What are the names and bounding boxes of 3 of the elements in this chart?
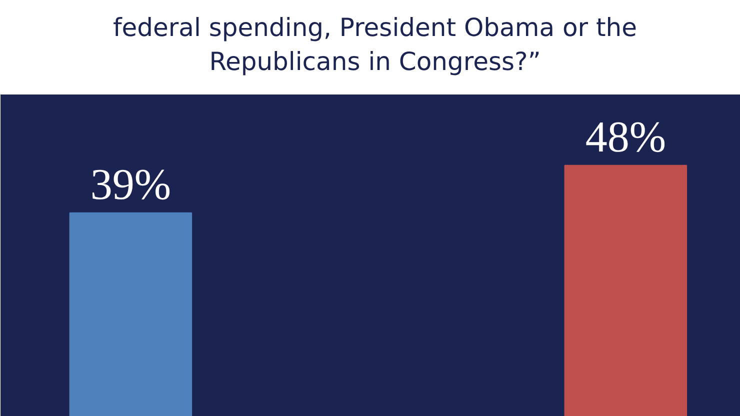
chart-title: federal spending, President Obama or the Republicans in Congress?” xyxy=(112,12,638,78)
data-label: 48% xyxy=(585,112,666,162)
data-label: 39% xyxy=(90,160,172,209)
